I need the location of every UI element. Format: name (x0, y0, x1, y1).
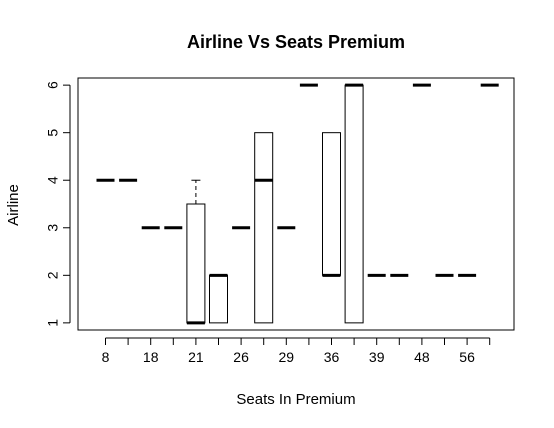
y-tick-label: 2 (45, 271, 61, 279)
y-tick-label: 5 (45, 129, 61, 137)
plot-frame (78, 78, 514, 330)
y-axis: 1 2 3 4 5 6 (45, 81, 70, 327)
box-series (97, 85, 499, 323)
x-tick-label: 56 (459, 349, 475, 365)
x-tick-label: 29 (279, 349, 295, 365)
box-24 (210, 275, 228, 323)
x-tick-label: 18 (143, 349, 159, 365)
box-21 (187, 180, 205, 323)
x-axis-label: Seats In Premium (236, 391, 355, 408)
box-iqr (255, 133, 273, 323)
x-tick-label: 39 (369, 349, 385, 365)
y-tick-label: 6 (45, 81, 61, 89)
box-28 (255, 133, 273, 323)
x-tick-label: 21 (188, 349, 204, 365)
x-tick-label: 48 (414, 349, 430, 365)
x-axis: 8 18 21 26 29 36 39 48 56 (102, 338, 490, 365)
x-tick-label: 26 (233, 349, 249, 365)
x-tick-label: 36 (324, 349, 340, 365)
x-tick-label: 8 (102, 349, 110, 365)
box-36 (323, 133, 341, 276)
box-iqr (187, 204, 205, 323)
box-iqr (323, 133, 341, 276)
box-38 (345, 85, 363, 323)
y-tick-label: 3 (45, 224, 61, 232)
y-tick-label: 4 (45, 176, 61, 184)
box-iqr (210, 275, 228, 323)
y-tick-label: 1 (45, 319, 61, 327)
box-iqr (345, 85, 363, 323)
y-axis-label: Airline (5, 184, 22, 226)
chart-title: Airline Vs Seats Premium (187, 32, 405, 52)
